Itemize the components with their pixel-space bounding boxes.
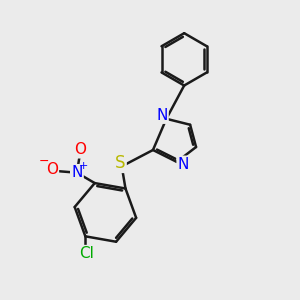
Text: O: O [46,162,58,177]
Text: N: N [71,165,82,180]
Text: N: N [178,157,189,172]
Text: +: + [79,161,88,171]
Text: N: N [156,108,168,123]
Text: −: − [38,155,49,168]
Text: O: O [74,142,86,157]
Text: S: S [115,154,125,172]
Text: Cl: Cl [80,246,94,261]
